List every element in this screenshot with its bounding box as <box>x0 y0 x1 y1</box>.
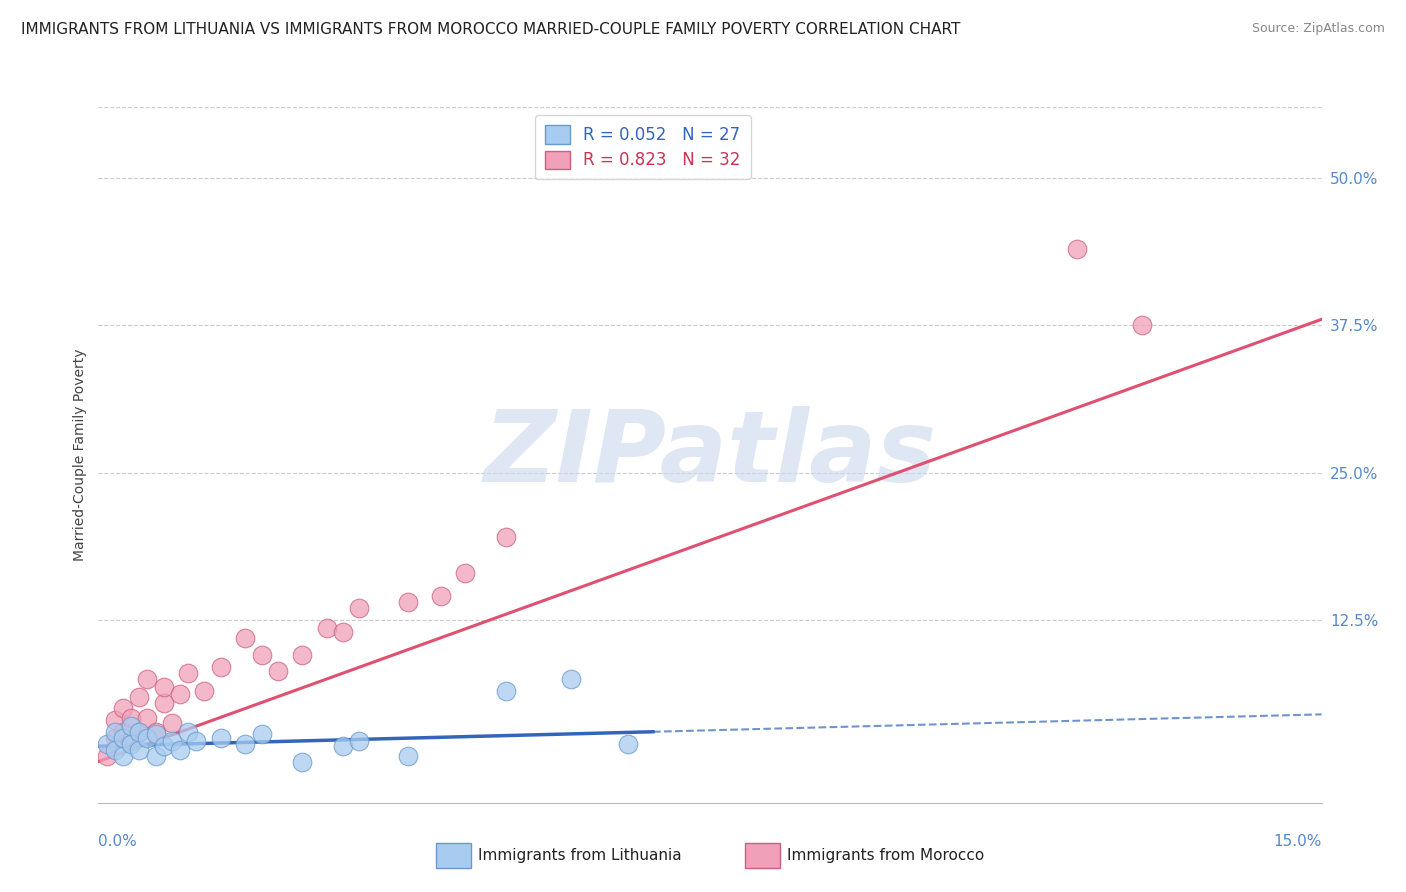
Point <box>145 727 167 741</box>
Text: Immigrants from Lithuania: Immigrants from Lithuania <box>478 848 682 863</box>
Point <box>136 672 159 686</box>
Point <box>111 701 134 715</box>
Y-axis label: Married-Couple Family Poverty: Married-Couple Family Poverty <box>73 349 87 561</box>
Point <box>152 739 174 754</box>
Point <box>120 737 142 751</box>
Point <box>267 664 290 678</box>
Point <box>160 715 183 730</box>
Point <box>152 680 174 694</box>
Text: Source: ZipAtlas.com: Source: ZipAtlas.com <box>1251 22 1385 36</box>
Point <box>111 725 134 739</box>
Point <box>233 737 256 751</box>
Point <box>136 711 159 725</box>
Point <box>1130 318 1153 333</box>
Text: IMMIGRANTS FROM LITHUANIA VS IMMIGRANTS FROM MOROCCO MARRIED-COUPLE FAMILY POVER: IMMIGRANTS FROM LITHUANIA VS IMMIGRANTS … <box>21 22 960 37</box>
Point <box>233 631 256 645</box>
Point <box>96 737 118 751</box>
Point <box>152 696 174 710</box>
Point <box>104 725 127 739</box>
Point <box>104 713 127 727</box>
Text: Immigrants from Morocco: Immigrants from Morocco <box>787 848 984 863</box>
Point <box>104 743 127 757</box>
Point <box>145 725 167 739</box>
Point <box>209 660 232 674</box>
Point <box>111 731 134 745</box>
Point <box>349 601 371 615</box>
Point <box>193 683 215 698</box>
Point <box>315 621 337 635</box>
Point <box>96 748 118 763</box>
Text: 0.0%: 0.0% <box>98 834 138 849</box>
Point <box>186 734 208 748</box>
Text: 15.0%: 15.0% <box>1274 834 1322 849</box>
Point <box>560 672 582 686</box>
Point <box>128 690 150 704</box>
Point <box>291 755 314 769</box>
Point <box>177 666 200 681</box>
Legend: R = 0.052   N = 27, R = 0.823   N = 32: R = 0.052 N = 27, R = 0.823 N = 32 <box>534 115 751 179</box>
Point <box>120 719 142 733</box>
Point <box>1066 242 1088 256</box>
Point <box>617 737 640 751</box>
Point <box>349 734 371 748</box>
Point <box>136 731 159 745</box>
Point <box>495 531 517 545</box>
Point <box>128 725 150 739</box>
Point <box>160 734 183 748</box>
Point <box>128 725 150 739</box>
Point <box>396 748 419 763</box>
Point <box>111 748 134 763</box>
Point <box>128 743 150 757</box>
Point <box>177 725 200 739</box>
Point <box>120 711 142 725</box>
Text: ZIPatlas: ZIPatlas <box>484 407 936 503</box>
Point <box>209 731 232 745</box>
Point <box>332 624 354 639</box>
Point <box>430 590 453 604</box>
Point <box>169 687 191 701</box>
Point <box>250 648 273 663</box>
Point <box>495 683 517 698</box>
Point <box>396 595 419 609</box>
Point <box>104 731 127 745</box>
Point <box>120 734 142 748</box>
Point <box>250 727 273 741</box>
Point <box>145 748 167 763</box>
Point <box>169 743 191 757</box>
Point <box>291 648 314 663</box>
Point <box>454 566 477 580</box>
Point <box>332 739 354 754</box>
